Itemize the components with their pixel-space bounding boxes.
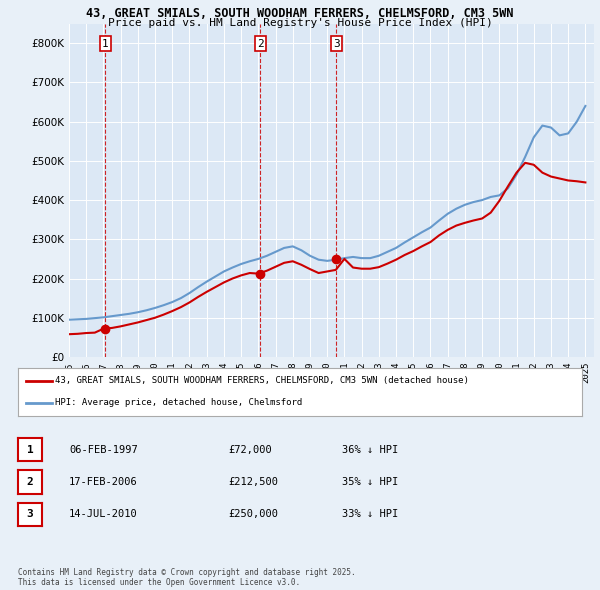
- Text: £72,000: £72,000: [228, 445, 272, 454]
- Text: 17-FEB-2006: 17-FEB-2006: [69, 477, 138, 487]
- Text: 33% ↓ HPI: 33% ↓ HPI: [342, 510, 398, 519]
- Text: 43, GREAT SMIALS, SOUTH WOODHAM FERRERS, CHELMSFORD, CM3 5WN: 43, GREAT SMIALS, SOUTH WOODHAM FERRERS,…: [86, 7, 514, 20]
- Text: 43, GREAT SMIALS, SOUTH WOODHAM FERRERS, CHELMSFORD, CM3 5WN (detached house): 43, GREAT SMIALS, SOUTH WOODHAM FERRERS,…: [55, 376, 469, 385]
- Text: 3: 3: [26, 510, 34, 519]
- Text: Contains HM Land Registry data © Crown copyright and database right 2025.
This d: Contains HM Land Registry data © Crown c…: [18, 568, 356, 587]
- Text: HPI: Average price, detached house, Chelmsford: HPI: Average price, detached house, Chel…: [55, 398, 302, 407]
- Text: £212,500: £212,500: [228, 477, 278, 487]
- Text: 2: 2: [26, 477, 34, 487]
- Text: 36% ↓ HPI: 36% ↓ HPI: [342, 445, 398, 454]
- Text: 1: 1: [26, 445, 34, 454]
- Text: 06-FEB-1997: 06-FEB-1997: [69, 445, 138, 454]
- Text: 35% ↓ HPI: 35% ↓ HPI: [342, 477, 398, 487]
- Text: £250,000: £250,000: [228, 510, 278, 519]
- Text: 3: 3: [333, 38, 340, 48]
- Text: 14-JUL-2010: 14-JUL-2010: [69, 510, 138, 519]
- Text: 1: 1: [102, 38, 109, 48]
- Text: 2: 2: [257, 38, 264, 48]
- Text: Price paid vs. HM Land Registry's House Price Index (HPI): Price paid vs. HM Land Registry's House …: [107, 18, 493, 28]
